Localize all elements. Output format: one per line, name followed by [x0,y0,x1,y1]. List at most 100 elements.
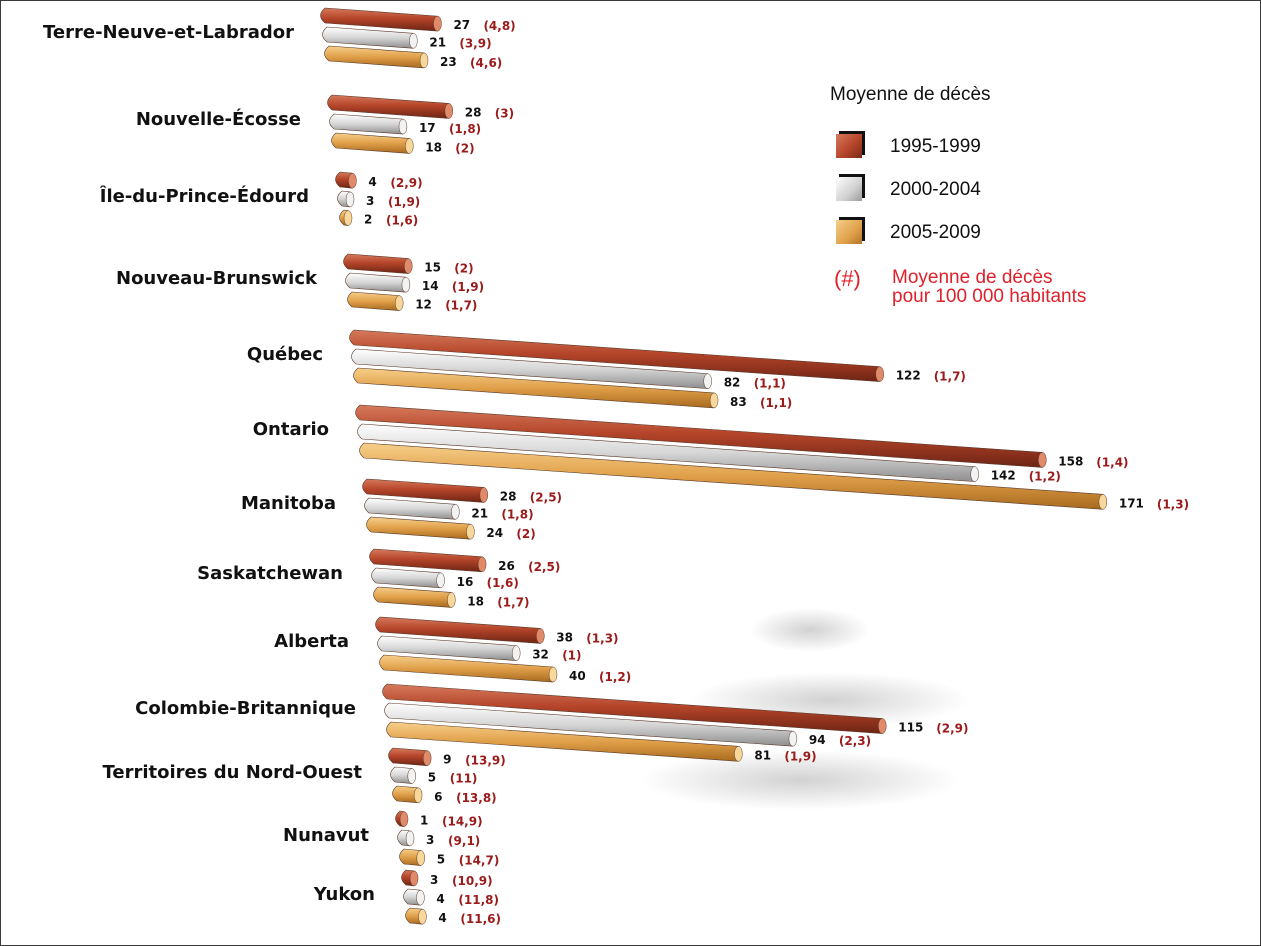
data-label-value: 4 [436,892,444,906]
bar-end-cap [444,103,454,119]
data-label-rate: (1,3) [1157,497,1189,511]
category-group: Québec 83 (1,1) 82 (1,1) 122 (1,7) [247,329,966,410]
data-label-value: 122 [896,369,921,383]
data-label-rate: (2,5) [530,490,562,504]
category-label: Manitoba [241,493,336,514]
data-label-rate: (14,9) [442,815,483,829]
bar-end-cap [536,628,545,644]
data-label-value: 24 [486,526,503,540]
bar-end-cap [1098,494,1108,510]
data-label-rate: (1,6) [487,576,519,590]
data-label-rate: (1) [562,649,581,663]
data-label-value: 158 [1058,454,1083,468]
legend-swatch [836,220,862,244]
bar-end-cap [709,392,719,409]
legend-swatch [836,134,862,158]
legend-label: 2005-2009 [890,222,981,243]
data-label-value: 28 [500,489,517,503]
bar-end-cap [398,118,408,135]
category-group: Colombie-Britannique 81 (1,9) 94 (2,3) 115 (2,… [135,683,968,763]
bar-end-cap [413,787,423,804]
category-label: Yukon [313,884,375,905]
bar-end-cap [345,191,355,208]
legend-label: 2000-2004 [890,179,981,200]
category-label: Alberta [274,631,349,652]
data-label-value: 16 [457,575,474,589]
bar-2005-2009 [379,654,556,683]
bar-2005-2009 [324,45,427,69]
legend: Moyenne de décès 1995-1999 2000-2004 200… [830,84,1166,324]
data-label-value: 94 [809,733,826,747]
bar-1995-1999 [343,253,412,274]
bar-end-cap [1038,452,1047,468]
data-label-rate: (1,4) [1096,455,1128,469]
data-label-rate: (1,9) [784,749,816,763]
bar-end-cap [343,210,353,226]
data-label-value: 21 [471,506,488,520]
bar-2000-2004 [371,567,444,589]
data-label-rate: (2) [455,141,474,155]
bar-end-cap [479,487,489,503]
data-label-rate: (1,7) [497,595,529,609]
data-label-rate: (1,7) [445,299,477,313]
legend-title: Moyenne de décès [830,84,991,105]
data-label-rate: (2,9) [390,176,422,190]
data-label-rate: (1,9) [452,280,484,294]
data-label-rate: (1,8) [449,122,481,136]
bar-end-cap [466,523,475,540]
data-label-rate: (13,9) [465,754,506,768]
category-label: Saskatchewan [197,563,343,584]
bar-end-cap [404,258,413,274]
data-label-rate: (13,8) [456,791,497,805]
bar-2000-2004 [322,26,417,49]
data-label-value: 32 [532,648,549,662]
bar-end-cap [422,750,432,766]
data-label-value: 3 [426,833,434,847]
category-label: Colombie-Britannique [135,698,356,719]
category-label: Île-du-Prince-Édourd [100,185,309,207]
bar-end-cap [401,276,411,293]
bar-end-cap [348,172,357,189]
data-label-rate: (4,8) [483,19,515,33]
category-group: Alberta 40 (1,2) 32 (1) 38 (1,3) [274,616,631,684]
data-label-value: 115 [898,721,923,735]
bar-end-cap [409,33,418,49]
bar-1995-1999 [369,548,485,573]
data-label-rate: (11,6) [460,912,501,926]
category-label: Québec [247,344,323,365]
bar-end-cap [436,572,445,589]
data-label-rate: (10,9) [452,874,493,888]
bar-end-cap [875,366,884,382]
bar-end-cap [788,730,798,747]
data-label-value: 1 [420,814,428,828]
category-group: Nunavut 5 (14,7) 3 (9,1) 1 (14,9) [283,810,499,868]
bar-2005-2009 [366,516,474,540]
bar-end-cap [394,295,404,311]
data-label-value: 12 [415,298,432,312]
data-label-value: 4 [368,175,376,189]
data-label-value: 17 [419,121,436,135]
data-label-rate: (1,2) [599,670,631,684]
bar-2000-2004 [345,272,409,293]
data-label-rate: (1,1) [760,396,792,410]
data-label-rate: (2,5) [528,560,560,574]
data-label-value: 142 [991,469,1016,483]
bar-end-cap [878,718,887,734]
data-label-value: 81 [754,748,771,762]
category-group: Ontario 171 (1,3) 142 (1,2) 158 (1,4) [253,404,1189,511]
bar-end-cap [405,138,414,154]
data-label-rate: (1,1) [754,377,786,391]
bar-end-cap [477,556,487,573]
data-label-rate: (1,2) [1029,470,1061,484]
data-label-value: 21 [429,35,446,49]
data-label-rate: (1,9) [388,195,420,209]
data-label-value: 18 [425,140,442,154]
data-label-value: 3 [366,194,374,208]
bar-end-cap [407,768,416,784]
data-label-rate: (2,3) [839,734,871,748]
data-label-value: 5 [428,771,436,785]
bar-end-cap [511,645,521,661]
data-label-value: 23 [440,55,457,69]
bar-end-cap [703,373,712,389]
